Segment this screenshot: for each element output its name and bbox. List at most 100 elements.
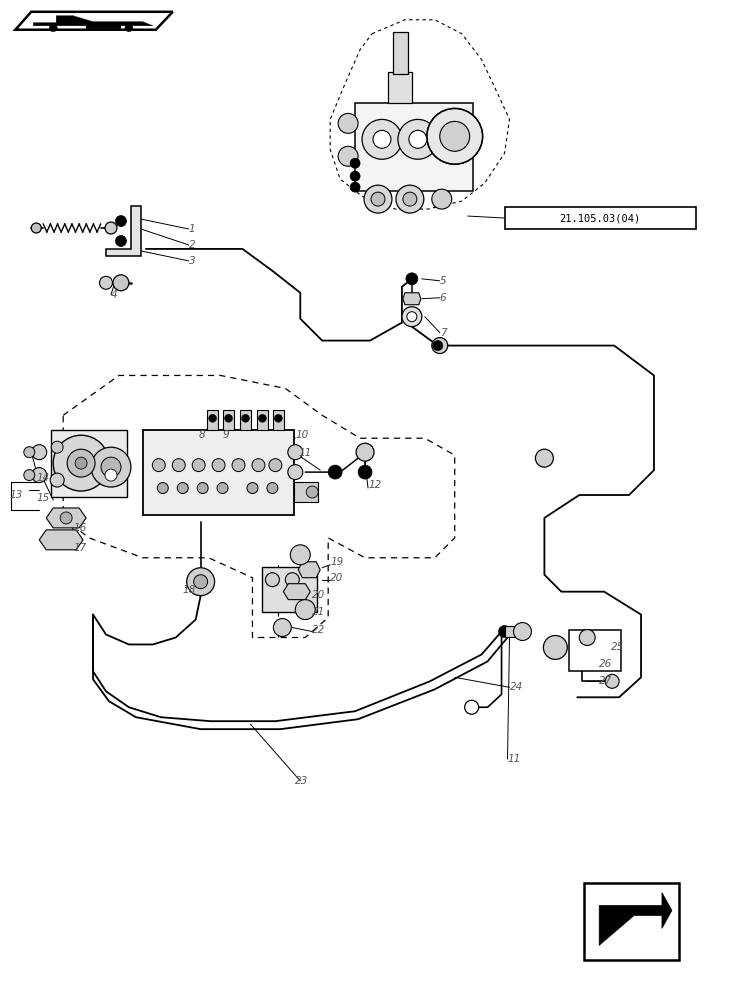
Circle shape xyxy=(265,573,280,587)
Circle shape xyxy=(290,545,310,565)
Circle shape xyxy=(50,473,64,487)
Text: 14: 14 xyxy=(36,473,49,483)
Text: 18: 18 xyxy=(183,585,196,595)
Circle shape xyxy=(407,312,417,322)
Circle shape xyxy=(285,573,299,587)
Polygon shape xyxy=(15,12,173,30)
Circle shape xyxy=(197,483,208,494)
Bar xyxy=(584,883,679,960)
Circle shape xyxy=(125,24,133,32)
Circle shape xyxy=(232,459,245,472)
Circle shape xyxy=(217,483,228,494)
Text: 5: 5 xyxy=(440,276,446,286)
Circle shape xyxy=(116,235,126,246)
Text: 11: 11 xyxy=(507,754,521,764)
Text: 12: 12 xyxy=(368,480,381,490)
Circle shape xyxy=(194,575,208,589)
Circle shape xyxy=(364,185,392,213)
Circle shape xyxy=(105,222,117,234)
Bar xyxy=(207,410,218,430)
Text: 17: 17 xyxy=(73,543,86,553)
Circle shape xyxy=(152,459,166,472)
Circle shape xyxy=(432,341,443,351)
Circle shape xyxy=(252,459,265,472)
Circle shape xyxy=(32,445,47,460)
Circle shape xyxy=(371,192,385,206)
Text: 7: 7 xyxy=(440,328,446,338)
Circle shape xyxy=(396,185,424,213)
Circle shape xyxy=(100,276,113,289)
Text: 26: 26 xyxy=(600,659,612,669)
Circle shape xyxy=(187,568,215,596)
Circle shape xyxy=(23,470,35,481)
Circle shape xyxy=(177,483,188,494)
Text: 20: 20 xyxy=(312,590,326,600)
Text: 20: 20 xyxy=(330,573,343,583)
Circle shape xyxy=(296,600,315,620)
Polygon shape xyxy=(33,16,153,29)
Text: 3: 3 xyxy=(189,256,195,266)
Text: 19: 19 xyxy=(330,557,343,567)
Text: 4: 4 xyxy=(111,290,118,300)
Circle shape xyxy=(60,512,72,524)
Circle shape xyxy=(32,468,47,483)
Circle shape xyxy=(274,619,291,636)
Text: 21.105.03(04): 21.105.03(04) xyxy=(559,213,641,223)
Text: 6: 6 xyxy=(440,293,446,303)
Circle shape xyxy=(465,700,479,714)
Bar xyxy=(355,103,472,191)
Circle shape xyxy=(432,338,448,354)
Circle shape xyxy=(75,457,87,469)
Text: 15: 15 xyxy=(36,493,49,503)
Circle shape xyxy=(403,192,417,206)
Polygon shape xyxy=(51,430,127,497)
Circle shape xyxy=(362,119,402,159)
Polygon shape xyxy=(600,893,672,945)
Circle shape xyxy=(535,449,553,467)
Text: 21: 21 xyxy=(312,607,326,617)
Text: 1: 1 xyxy=(189,224,195,234)
Text: 10: 10 xyxy=(296,430,308,440)
Bar xyxy=(257,410,268,430)
Circle shape xyxy=(288,465,302,480)
Circle shape xyxy=(31,223,42,233)
Text: 9: 9 xyxy=(222,430,229,440)
Circle shape xyxy=(67,449,95,477)
Bar xyxy=(273,410,284,430)
Circle shape xyxy=(427,108,482,164)
Circle shape xyxy=(579,630,595,645)
Polygon shape xyxy=(284,584,310,600)
Circle shape xyxy=(116,216,126,227)
Circle shape xyxy=(157,483,169,494)
Bar xyxy=(504,626,522,637)
Text: 16: 16 xyxy=(73,523,86,533)
Circle shape xyxy=(338,113,358,133)
Circle shape xyxy=(53,435,109,491)
Circle shape xyxy=(350,158,360,168)
Text: 23: 23 xyxy=(296,776,308,786)
Circle shape xyxy=(241,414,249,422)
Circle shape xyxy=(373,130,391,148)
Bar xyxy=(223,410,234,430)
Circle shape xyxy=(209,414,217,422)
Circle shape xyxy=(269,459,282,472)
Circle shape xyxy=(409,130,427,148)
Polygon shape xyxy=(46,508,86,528)
Circle shape xyxy=(101,457,121,477)
Circle shape xyxy=(212,459,225,472)
Polygon shape xyxy=(106,206,141,256)
Circle shape xyxy=(402,307,422,327)
Circle shape xyxy=(267,483,278,494)
Circle shape xyxy=(513,623,531,640)
Circle shape xyxy=(49,24,57,32)
Text: 22: 22 xyxy=(312,625,326,635)
Circle shape xyxy=(498,626,510,637)
Circle shape xyxy=(358,465,372,479)
Circle shape xyxy=(328,465,342,479)
Text: 8: 8 xyxy=(199,430,206,440)
Circle shape xyxy=(192,459,205,472)
Circle shape xyxy=(356,443,374,461)
Bar xyxy=(143,430,294,515)
Circle shape xyxy=(23,447,35,458)
Polygon shape xyxy=(294,482,318,502)
